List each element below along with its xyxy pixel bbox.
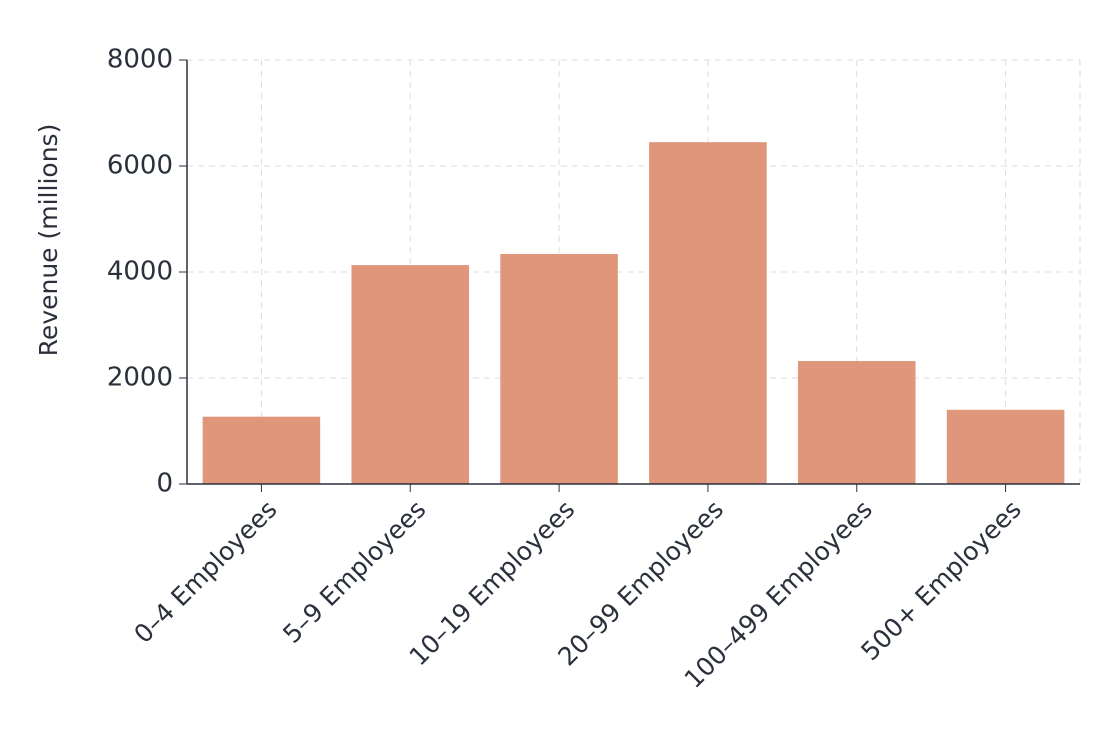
y-tick-label: 6000	[107, 151, 173, 181]
bar	[500, 253, 618, 484]
y-tick-label: 2000	[107, 363, 173, 393]
y-axis-title: Revenue (millions)	[34, 124, 63, 357]
x-tick-label: 0–4 Employees	[128, 495, 282, 649]
bar	[351, 265, 470, 484]
x-tick-label: 10–19 Employees	[404, 495, 581, 672]
y-tick-label: 0	[156, 469, 173, 499]
bar	[797, 361, 916, 484]
bar	[202, 416, 321, 484]
y-tick-label: 4000	[107, 257, 173, 287]
bar	[649, 142, 767, 484]
x-tick-label: 5–9 Employees	[277, 495, 431, 649]
y-tick-label: 8000	[107, 45, 173, 75]
x-tick-label: 20–99 Employees	[552, 495, 729, 672]
x-tick-label: 500+ Employees	[855, 495, 1026, 666]
bar	[946, 409, 1065, 484]
